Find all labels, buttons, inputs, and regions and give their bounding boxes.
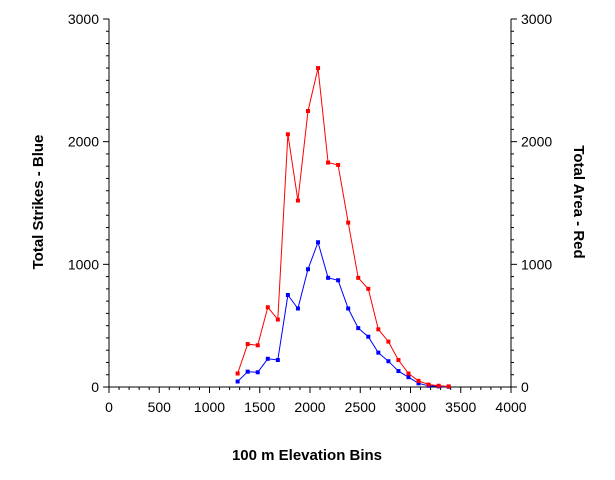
red-series-point [396,358,401,363]
red-series-point [366,286,371,291]
left-y-tick-label: 1000 [68,256,99,272]
right-y-tick-label: 1000 [521,256,552,272]
blue-series-point [356,326,361,331]
red-series-point [245,342,250,347]
blue-series-point [265,356,270,361]
x-tick-label: 1000 [194,399,225,415]
blue-series-point [386,359,391,364]
axes-group [108,19,512,388]
right-y-tick-label: 0 [521,379,529,395]
blue-series-point [245,369,250,374]
red-series-point [275,317,280,322]
red-series-point [285,132,290,137]
red-series-point [446,384,451,389]
red-series-point [426,382,431,387]
series-group [235,66,451,389]
right-y-tick-label: 2000 [521,134,552,150]
right-y-axis-title: Total Area - Red [570,145,587,258]
x-tick-label: 2000 [294,399,325,415]
blue-series-point [336,278,341,283]
red-series-line [237,67,449,387]
blue-series-point [295,306,300,311]
blue-series-line [237,240,449,388]
left-y-axis-title: Total Strikes - Blue [30,135,47,270]
x-tick-label: 2500 [345,399,376,415]
blue-series-point [326,275,331,280]
blue-series-point [316,240,321,245]
red-series-point [386,339,391,344]
blue-series-point [285,293,290,297]
blue-series-point [406,375,411,380]
x-tick-label: 3000 [395,399,426,415]
x-tick-label: 4000 [495,399,526,415]
x-axis-title: 100 m Elevation Bins [232,447,382,464]
left-y-tick-label: 0 [91,379,99,395]
right-y-tick-label: 3000 [521,11,552,27]
red-series-point [336,162,341,167]
blue-series-point [396,369,401,374]
x-tick-label: 3500 [445,399,476,415]
red-series-point [305,109,310,113]
left-y-tick-label: 3000 [68,11,99,27]
red-series-point [235,371,240,376]
red-series-point [436,383,441,388]
red-series-point [316,66,321,71]
blue-series-point [376,350,381,355]
blue-series-point [235,379,240,384]
red-series-point [346,220,351,225]
blue-series-point [305,267,310,272]
x-tick-label: 1500 [244,399,275,415]
blue-series-point [255,370,260,375]
red-series-point [406,371,411,376]
red-series-point [265,305,270,310]
red-series-point [376,327,381,332]
left-y-tick-label: 2000 [68,134,99,150]
red-series-point [326,160,331,165]
red-series-point [295,198,300,203]
blue-series-point [346,306,351,311]
blue-series-point [275,358,280,363]
red-series-point [255,343,260,348]
x-tick-label: 500 [148,399,172,415]
red-series-point [416,378,421,383]
red-series-point [356,275,361,280]
x-tick-label: 0 [105,399,113,415]
blue-series-point [416,381,421,386]
blue-series-point [366,334,371,339]
